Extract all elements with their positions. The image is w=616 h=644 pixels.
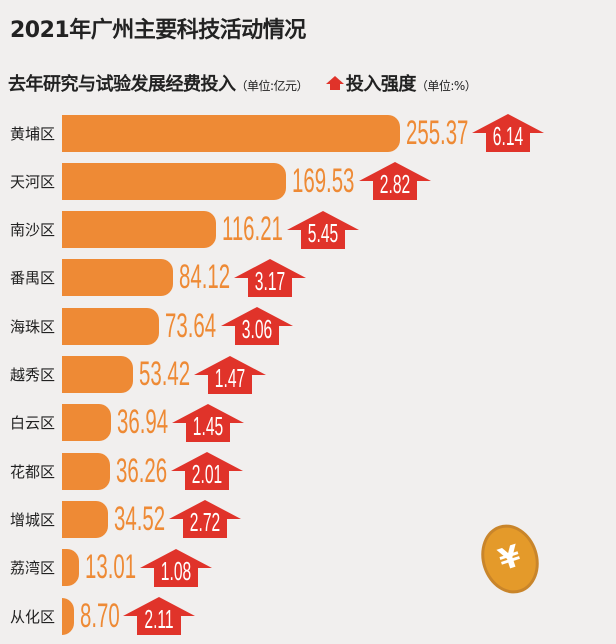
intensity-arrow: 1.47: [193, 355, 266, 394]
arrow-up-icon: [171, 452, 244, 491]
value-label: 36.26: [115, 451, 168, 490]
bar: [62, 356, 133, 393]
bar-row: 南沙区 116.21 5.45: [0, 210, 359, 249]
arrow-up-icon: [171, 403, 244, 442]
value-label: 73.64: [165, 306, 217, 345]
intensity-label: 3.17: [255, 265, 286, 296]
intensity-arrow: 2.01: [171, 452, 244, 491]
bar: [62, 549, 80, 587]
bar-row: 花都区 36.26 2.01: [0, 451, 244, 491]
arrow-up-icon: [220, 307, 293, 346]
legend: 投入强度（单位:%）: [325, 70, 477, 96]
intensity-arrow: 3.17: [234, 258, 307, 297]
bar: [62, 259, 174, 297]
arrow-up-icon: [123, 597, 196, 635]
bar: [62, 307, 160, 345]
subtitle: 去年研究与试验发展经费投入: [8, 74, 236, 95]
bar: [62, 452, 110, 490]
bar-row: 白云区 36.94 1.45: [0, 403, 244, 442]
intensity-label: 5.45: [307, 217, 339, 248]
category-label: 海珠区: [10, 317, 56, 336]
arrow-up-icon: [140, 548, 213, 587]
bar-row: 黄埔区 255.37 6.14: [0, 113, 545, 152]
intensity-arrow: 2.11: [123, 597, 196, 635]
value-label: 116.21: [221, 210, 283, 249]
category-label: 番禺区: [10, 269, 56, 288]
value-label: 84.12: [179, 258, 231, 297]
value-label: 13.01: [85, 548, 137, 587]
value-label: 169.53: [292, 161, 355, 200]
category-label: 白云区: [10, 414, 56, 433]
arrow-up-icon: [358, 162, 431, 201]
bar-row: 番禺区 84.12 3.17: [0, 258, 307, 297]
intensity-arrow: 1.08: [140, 548, 213, 587]
arrow-up-icon: [234, 258, 307, 297]
intensity-label: 1.47: [214, 362, 245, 393]
legend-unit: （单位:%）: [415, 79, 477, 93]
intensity-label: 1.45: [192, 410, 224, 441]
bar: [62, 114, 400, 152]
subtitle-row: 去年研究与试验发展经费投入（单位:亿元） 投入强度（单位:%）: [8, 70, 477, 96]
yuan-coin-icon: ¥: [472, 517, 548, 601]
intensity-arrow: 5.45: [286, 210, 359, 249]
unit-label: （单位:亿元）: [235, 79, 309, 93]
value-label: 255.37: [406, 113, 469, 152]
bar: [62, 500, 108, 538]
value-label: 36.94: [116, 403, 168, 442]
intensity-arrow: 2.82: [358, 162, 431, 201]
arrow-up-icon: [472, 114, 545, 152]
bar-row: 增城区 34.52 2.72: [0, 499, 241, 539]
intensity-label: 2.01: [191, 459, 223, 490]
bar: [62, 597, 74, 635]
bar: [62, 404, 111, 442]
intensity-label: 2.82: [379, 169, 410, 200]
arrow-up-icon: [168, 500, 241, 539]
bar: [62, 162, 287, 200]
category-label: 增城区: [10, 510, 56, 529]
category-label: 越秀区: [10, 366, 56, 384]
intensity-arrow: 3.06: [220, 307, 293, 346]
value-label: 34.52: [113, 499, 165, 538]
legend-arrow-icon: [325, 76, 344, 90]
bar-row: 从化区 8.70 2.11: [0, 596, 196, 635]
category-label: 荔湾区: [10, 559, 56, 578]
intensity-label: 2.72: [189, 507, 220, 538]
bar-row: 荔湾区 13.01 1.08: [0, 548, 213, 587]
bar-row: 越秀区 53.42 1.47: [0, 355, 266, 394]
category-label: 天河区: [10, 172, 56, 191]
arrow-up-icon: [193, 355, 266, 394]
intensity-arrow: 6.14: [472, 114, 545, 152]
bar-row: 海珠区 73.64 3.06: [0, 306, 293, 346]
coin-symbol: ¥: [494, 538, 526, 579]
chart-title: 2021年广州主要科技活动情况: [10, 18, 306, 43]
intensity-label: 2.11: [144, 604, 174, 634]
category-label: 从化区: [10, 607, 56, 626]
arrow-up-icon: [286, 210, 359, 249]
category-label: 南沙区: [10, 221, 56, 240]
legend-label: 投入强度: [345, 74, 417, 95]
category-label: 黄埔区: [10, 124, 56, 143]
value-label: 8.70: [79, 596, 120, 635]
intensity-label: 3.06: [241, 314, 272, 345]
value-label: 53.42: [138, 355, 190, 393]
bar: [62, 211, 216, 249]
intensity-label: 6.14: [493, 121, 524, 151]
intensity-arrow: 2.72: [168, 500, 241, 539]
bar-row: 天河区 169.53 2.82: [0, 161, 431, 201]
category-label: 花都区: [10, 462, 56, 481]
intensity-arrow: 1.45: [171, 403, 244, 442]
intensity-label: 1.08: [161, 555, 192, 586]
